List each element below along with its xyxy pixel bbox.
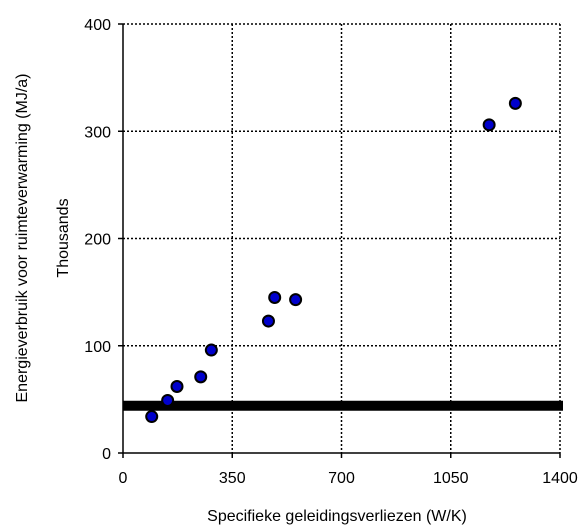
y-axis-secondary-title: Thousands [55, 198, 72, 277]
y-tick-label: 200 [84, 232, 111, 249]
data-point [194, 370, 208, 384]
x-tick-label: 350 [219, 470, 246, 487]
data-point [268, 290, 282, 304]
y-tick-label: 100 [84, 339, 111, 356]
y-tick-label: 300 [84, 124, 111, 141]
y-tick-label: 400 [84, 17, 111, 34]
data-point [204, 343, 218, 357]
data-point [261, 314, 275, 328]
x-tick-label: 0 [119, 470, 128, 487]
data-point [508, 96, 522, 110]
data-point [289, 293, 303, 307]
x-tick-labels: 0 350 700 1050 1400 [119, 453, 578, 487]
x-axis-title: Specifieke geleidingsverliezen (W/K) [207, 508, 467, 525]
y-tick-labels: 0 100 200 300 400 [84, 17, 123, 463]
data-point [482, 118, 496, 132]
data-point [161, 393, 175, 407]
y-axis-title: Energieverbruik voor ruimteverwarming (M… [14, 74, 31, 403]
data-point [145, 410, 159, 424]
data-point [170, 380, 184, 394]
x-tick-label: 1400 [542, 470, 578, 487]
data-points [145, 96, 522, 424]
y-tick-label: 0 [102, 446, 111, 463]
grid-lines [123, 23, 561, 453]
x-tick-label: 700 [328, 470, 355, 487]
x-tick-label: 1050 [433, 470, 469, 487]
